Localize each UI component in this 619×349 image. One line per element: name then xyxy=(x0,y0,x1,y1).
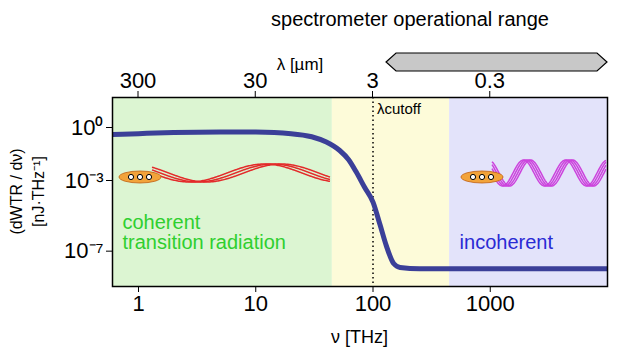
svg-text:spectrometer operational range: spectrometer operational range xyxy=(271,8,549,30)
svg-text:coherenttransition radiation: coherenttransition radiation xyxy=(123,211,286,253)
svg-text:λ [µm]: λ [µm] xyxy=(277,55,324,74)
svg-text:10⁻³: 10⁻³ xyxy=(65,168,104,193)
svg-text:(dWTR / dν): (dWTR / dν) xyxy=(8,148,25,234)
svg-text:incoherent: incoherent xyxy=(460,231,554,253)
svg-text:1000: 1000 xyxy=(466,291,515,316)
svg-text:10: 10 xyxy=(244,291,268,316)
svg-text:30: 30 xyxy=(243,68,267,93)
svg-text:10⁰: 10⁰ xyxy=(71,115,103,140)
svg-text:300: 300 xyxy=(120,68,157,93)
svg-text:10⁻⁷: 10⁻⁷ xyxy=(64,238,103,263)
svg-text:[nJ·THz⁻¹]: [nJ·THz⁻¹] xyxy=(30,156,47,227)
svg-text:100: 100 xyxy=(355,291,392,316)
svg-text:λcutoff: λcutoff xyxy=(377,100,422,117)
svg-text:0.3: 0.3 xyxy=(474,68,505,93)
svg-text:3: 3 xyxy=(366,68,378,93)
svg-text:ν [THz]: ν [THz] xyxy=(331,327,388,347)
svg-text:1: 1 xyxy=(132,291,144,316)
